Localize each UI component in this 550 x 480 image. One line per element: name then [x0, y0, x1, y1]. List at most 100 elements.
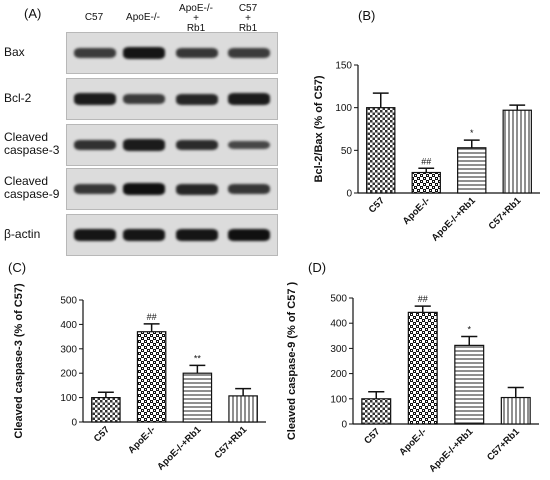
- bar: [500, 396, 531, 425]
- y-tick-label: 400: [330, 319, 347, 330]
- protein-band: [228, 140, 270, 150]
- lane-label-line: ApoE-/-: [126, 12, 160, 23]
- significance-marker: ##: [418, 294, 428, 304]
- blot-strip: [66, 214, 278, 256]
- blot-row-label-line: caspase-9: [4, 187, 60, 201]
- y-axis-label: Bcl-2/Bax (% of C57): [313, 75, 325, 182]
- protein-band: [74, 228, 116, 242]
- blot-row-label-line: Bax: [4, 44, 25, 59]
- blot-row-label: Bcl-2: [4, 90, 32, 105]
- lane-label-line: C57: [238, 3, 258, 14]
- blot-strip: [66, 168, 278, 210]
- y-tick-label: 0: [71, 418, 77, 429]
- y-tick-label: 300: [60, 344, 77, 355]
- lane-label: ApoE-/-: [120, 13, 166, 23]
- blot-row-label-line: Cleaved: [4, 174, 49, 188]
- chart-cleaved-caspase-9: (D) Cleaved caspase-9 (% of C57 ) 0 100 200 3…: [286, 260, 539, 475]
- bar: [366, 107, 396, 194]
- y-tick-label: 200: [60, 369, 77, 380]
- protein-band: [123, 46, 165, 60]
- y-tick-label: 0: [346, 189, 352, 200]
- blot-row-label-line: β-actin: [4, 226, 41, 241]
- protein-band: [228, 93, 270, 105]
- blot-row-label-line: Cleaved: [4, 130, 49, 144]
- bar: [136, 331, 167, 423]
- bar: [407, 311, 438, 425]
- lane-label-line: +: [245, 13, 251, 24]
- lane-label-line: Rb1: [186, 23, 206, 34]
- protein-band: [176, 228, 218, 242]
- y-axis-label: Cleaved caspase-9 (% of C57 ): [286, 281, 298, 440]
- blot-row-label: Cleaved caspase-9: [4, 175, 59, 201]
- protein-band: [176, 93, 218, 105]
- bar: [91, 397, 121, 423]
- y-tick-label: 100: [60, 393, 77, 404]
- protein-band: [228, 228, 270, 242]
- significance-marker: **: [194, 353, 202, 363]
- lane-label-line: Rb1: [238, 23, 258, 34]
- blot-row-label: β-actin: [4, 226, 41, 241]
- x-tick-label: ApoE-/-: [401, 195, 433, 227]
- blot-row-label-line: caspase-3: [4, 143, 60, 157]
- blot-row-label-line: Bcl-2: [4, 90, 32, 105]
- protein-band: [123, 139, 165, 151]
- protein-band: [176, 139, 218, 151]
- chart-cleaved-caspase-3: (C) Cleaved caspase-3 (% of C57) 0 100 200 30…: [8, 260, 266, 473]
- lane-label-line: ApoE-/-: [179, 3, 213, 14]
- bar: [454, 344, 485, 425]
- bar: [502, 109, 532, 194]
- bar: [411, 171, 441, 194]
- chart-bcl2-bax: (B) Bcl-2/Bax (% of C57) 0 50 100 150 C57 ## Apo…: [313, 8, 540, 244]
- protein-band: [123, 182, 165, 196]
- protein-band: [74, 139, 116, 151]
- protein-band: [228, 48, 270, 58]
- x-tick-label: ApoE-/-+Rb1: [155, 424, 204, 473]
- x-tick-label: C57: [367, 195, 387, 215]
- y-tick-label: 500: [60, 296, 77, 307]
- x-tick-label: ApoE-/-+Rb1: [427, 426, 476, 475]
- x-tick-label: C57+Rb1: [487, 195, 524, 232]
- bar: [182, 372, 213, 423]
- lane-label: ApoE-/- + Rb1: [173, 4, 219, 34]
- bar: [361, 398, 392, 425]
- protein-band: [123, 228, 165, 242]
- blot-row-label: Cleaved caspase-3: [4, 131, 59, 157]
- y-tick-label: 100: [335, 103, 352, 114]
- panel-label-a: (A): [24, 6, 42, 21]
- protein-band: [74, 93, 116, 105]
- y-tick-label: 400: [60, 320, 77, 331]
- x-tick-label: ApoE-/-+Rb1: [430, 195, 479, 244]
- lane-label-line: C57: [84, 12, 104, 23]
- blot-strip: [66, 78, 278, 120]
- bar: [457, 147, 487, 194]
- y-tick-label: 100: [330, 394, 347, 405]
- bar: [228, 395, 258, 423]
- lane-label-line: +: [193, 13, 199, 24]
- y-tick-label: 300: [330, 344, 347, 355]
- significance-marker: ##: [147, 312, 157, 322]
- protein-band: [176, 48, 218, 58]
- protein-band: [228, 184, 270, 194]
- panel-label: (D): [308, 260, 326, 275]
- y-tick-label: 150: [335, 61, 352, 72]
- y-tick-label: 0: [341, 420, 347, 431]
- x-tick-label: ApoE-/-: [126, 424, 158, 456]
- y-tick-label: 200: [330, 369, 347, 380]
- protein-band: [74, 48, 116, 58]
- y-tick-label: 500: [330, 294, 347, 305]
- x-tick-label: C57: [92, 424, 112, 444]
- blot-row-label: Bax: [4, 44, 25, 59]
- x-tick-label: ApoE-/-: [397, 426, 429, 458]
- panel-label: (B): [358, 8, 375, 23]
- significance-marker: *: [470, 128, 474, 138]
- significance-marker: ##: [421, 156, 431, 166]
- protein-band: [74, 184, 116, 194]
- blot-strip: [66, 124, 278, 166]
- x-tick-label: C57+Rb1: [213, 424, 250, 461]
- y-tick-label: 50: [341, 146, 353, 157]
- significance-marker: *: [467, 325, 471, 335]
- lane-label: C57: [71, 13, 117, 23]
- lane-label: C57 + Rb1: [225, 4, 271, 34]
- x-tick-label: C57+Rb1: [485, 426, 522, 463]
- blot-strip: [66, 32, 278, 74]
